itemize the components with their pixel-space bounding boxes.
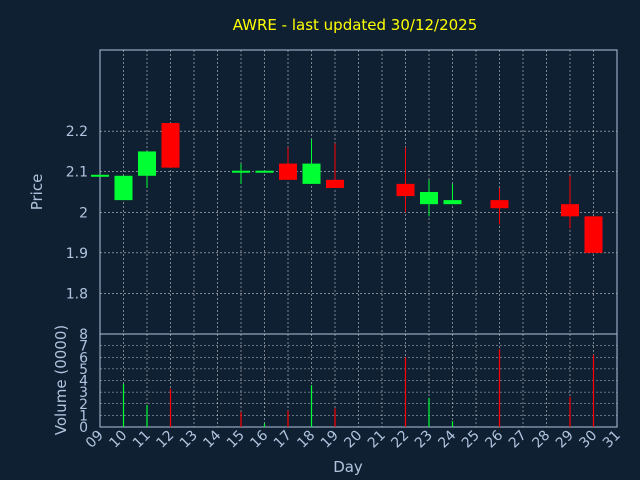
- candle-body: [420, 192, 438, 205]
- candle-body: [232, 170, 250, 173]
- candle-body: [302, 163, 321, 184]
- volume-tick-label: 3: [79, 385, 88, 401]
- candle-body: [584, 216, 603, 253]
- price-tick-label: 1.9: [66, 246, 88, 262]
- candle-body: [114, 175, 133, 201]
- candle-body: [279, 163, 297, 180]
- day-axis-label: Day: [333, 458, 363, 476]
- volume-axis-label: Volume (0000): [52, 325, 70, 435]
- volume-panel-frame: [99, 333, 618, 428]
- price-tick-label: 2.1: [66, 165, 88, 181]
- price-tick-label: 2: [79, 205, 88, 221]
- volume-tick-label: 5: [79, 362, 88, 378]
- price-tick-label: 1.8: [66, 286, 88, 302]
- candle-body: [326, 179, 344, 188]
- candle-body: [396, 183, 415, 197]
- candle-body: [91, 174, 109, 177]
- volume-tick-label: 0: [79, 420, 88, 436]
- candle-body: [443, 200, 462, 205]
- volume-tick-label: 7: [79, 339, 88, 355]
- volume-tick-label: 8: [79, 327, 88, 343]
- candle-body: [561, 204, 579, 217]
- volume-tick-label: 6: [79, 350, 88, 366]
- price-panel: 1.8 1.9 2 2.1 2.2: [66, 49, 618, 335]
- candle-body: [490, 200, 509, 209]
- chart-title: AWRE - last updated 30/12/2025: [233, 16, 478, 34]
- candle-body: [138, 151, 156, 176]
- volume-tick-label: 4: [79, 374, 88, 390]
- volume-tick-label: 2: [79, 397, 88, 413]
- day-axis: 09 10 11 12 13 14 15 16 17 18 19 20 21 22 23 24 25 26 27 28…: [83, 427, 624, 451]
- price-tick-label: 2.2: [66, 124, 88, 140]
- candle-body: [255, 170, 274, 173]
- price-axis-label: Price: [28, 174, 46, 211]
- volume-tick-label: 1: [79, 408, 88, 424]
- candle-body: [161, 123, 180, 168]
